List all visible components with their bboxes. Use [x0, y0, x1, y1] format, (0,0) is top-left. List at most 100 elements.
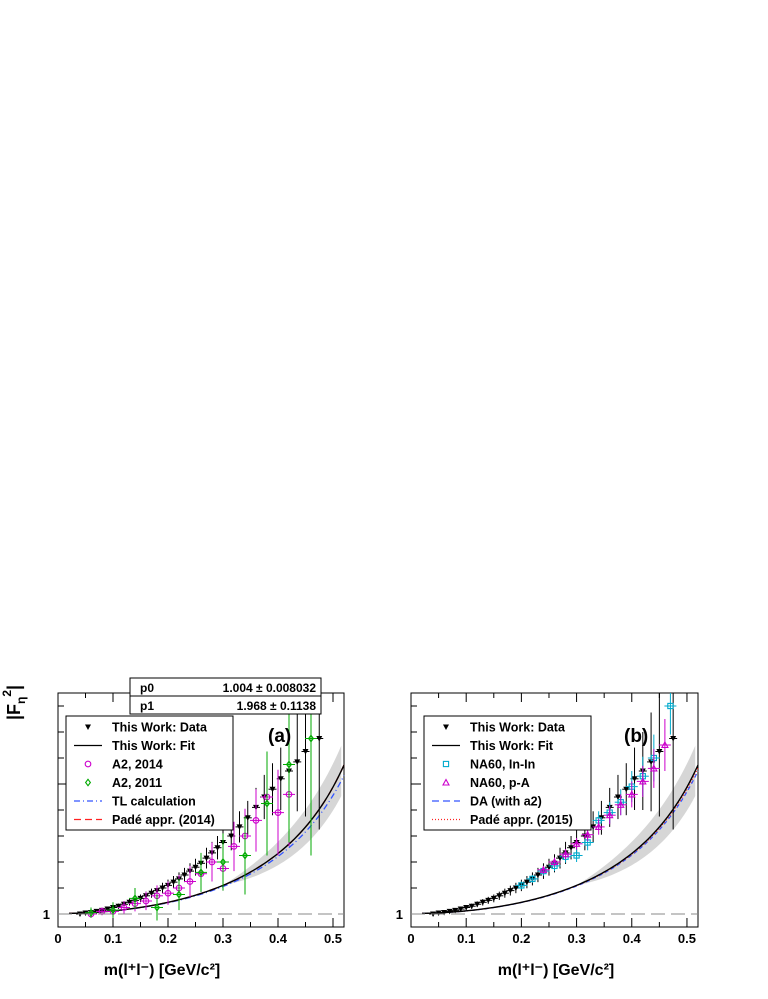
legend-label: This Work: Fit: [112, 739, 196, 753]
legend-label: This Work: Fit: [470, 739, 554, 753]
legend-label: This Work: Data: [112, 721, 208, 735]
data-point: [109, 905, 117, 915]
data-point: [181, 872, 188, 878]
data-point: [208, 858, 216, 866]
x-tick-label: 0.5: [678, 931, 696, 946]
data-point: [485, 897, 492, 904]
legend-box-b: [423, 715, 592, 831]
data-point: [616, 800, 625, 808]
data-point: [512, 885, 519, 891]
data-point: [82, 910, 89, 916]
x-tick-label: 0.1: [457, 931, 475, 946]
p0-value: 1.004 ± 0.008032: [223, 681, 317, 695]
data-point: [631, 776, 638, 782]
fit-result-box: p0 1.004 ± 0.008032 p1 1.968 ± 0.1138: [129, 677, 322, 715]
legend-symbol: [84, 778, 92, 787]
data-point: [572, 839, 581, 847]
data-point: [435, 910, 442, 916]
data-point: [468, 903, 475, 910]
panel-label-a: (a): [268, 726, 291, 747]
fit-uncertainty-band: [576, 745, 696, 886]
data-point: [561, 850, 570, 858]
data-point: [638, 777, 647, 785]
data-point: [623, 786, 630, 793]
legend-label: TL calculation: [112, 795, 196, 809]
legend-symbol: [84, 760, 92, 768]
data-point: [490, 895, 497, 902]
x-axis-label-a: m(l⁺l⁻) [GeV/c²]: [104, 962, 220, 979]
legend-b: This Work: Data This Work: Fit NA60, In-In…: [423, 715, 592, 831]
legend-label: DA (with a2): [470, 795, 542, 809]
y-tick-label: 1: [43, 907, 50, 922]
legend-a: This Work: Data This Work: Fit A2, 2014 A2,…: [65, 715, 234, 831]
data-point: [583, 830, 592, 838]
legend-label: A2, 2014: [112, 758, 163, 772]
data-point: [539, 865, 548, 873]
panel-label-b: (b): [624, 726, 648, 747]
data-point: [252, 817, 260, 824]
data-point: [142, 897, 150, 905]
data-point: [649, 764, 658, 772]
legend-entries-b: This Work: Data This Work: Fit NA60, In-In…: [432, 721, 573, 827]
data-point: [316, 736, 323, 742]
data-point: [285, 760, 293, 769]
data-point: [148, 890, 155, 897]
data-point: [274, 809, 282, 816]
x-tick-label: 0.3: [568, 931, 586, 946]
data-point: [656, 749, 663, 755]
data-point: [153, 903, 161, 912]
curves-b: [422, 764, 699, 915]
p1-value: 1.968 ± 0.1138: [237, 699, 317, 713]
data-point: [294, 759, 301, 765]
data-point: [550, 857, 559, 866]
data-point: [523, 879, 530, 886]
data-point: [170, 879, 177, 886]
data-point: [670, 736, 677, 742]
data-point: [463, 905, 470, 911]
data-point: [219, 857, 227, 867]
data-point: [277, 776, 284, 782]
legend-label: Padé appr. (2014): [112, 813, 215, 827]
data-point: [175, 890, 183, 899]
data-point: [302, 749, 309, 755]
data-point: [501, 890, 508, 897]
x-tick-label: 0.3: [214, 931, 232, 946]
data-point: [457, 906, 464, 913]
data-point: [307, 734, 315, 743]
data-point: [534, 872, 541, 878]
data-point: [197, 868, 205, 877]
fit-curve: [422, 764, 699, 915]
data-point: [203, 855, 210, 862]
data-point: [230, 843, 238, 850]
data-point: [120, 904, 128, 911]
data-point: [186, 878, 194, 885]
x-axis-label-b: m(l⁺l⁻) [GeV/c²]: [498, 962, 614, 979]
legend-label: NA60, p-A: [470, 776, 530, 790]
legend-label: NA60, In-In: [470, 758, 535, 772]
data-point: [573, 852, 580, 859]
data-point: [244, 815, 251, 821]
series-b: [429, 693, 678, 917]
p1-label: p1: [140, 699, 154, 713]
data-point: [507, 888, 514, 894]
data-point: [192, 864, 199, 871]
legend-entries-a: This Work: Data This Work: Fit A2, 2014 A2,…: [74, 721, 215, 827]
x-tick-label: 0: [54, 931, 61, 946]
data-point: [667, 702, 674, 710]
tl-calculation-curve: [68, 775, 345, 915]
x-tick-label: 0.4: [623, 931, 642, 946]
data-point: [452, 907, 459, 914]
data-point: [660, 740, 669, 749]
legend-symbol: [442, 778, 450, 786]
data-point: [529, 875, 536, 883]
data-point: [236, 824, 243, 830]
data-point: [87, 908, 95, 917]
x-tick-label: 0.5: [324, 931, 342, 946]
data-point: [159, 885, 166, 891]
x-tick-label: 0.2: [512, 931, 530, 946]
data-point: [568, 845, 575, 851]
data-point: [228, 833, 235, 839]
legend-symbol: [442, 760, 450, 768]
